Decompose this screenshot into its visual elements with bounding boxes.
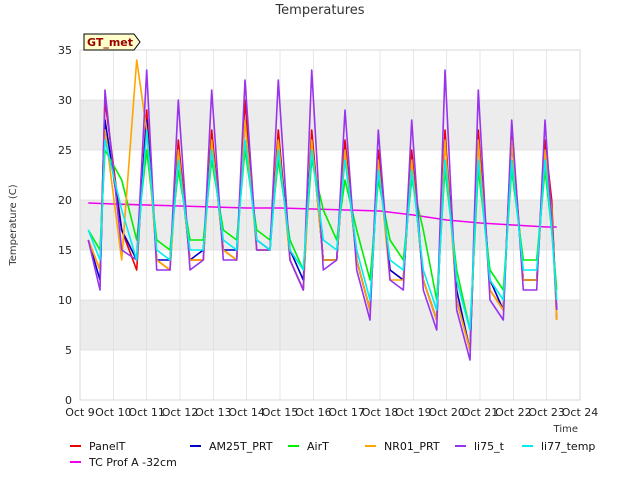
x-tick-label-13: Oct 13 [195,406,232,419]
legend-item-panelt: PanelT [70,440,126,453]
legend-label-li77-temp: li77_temp [541,440,595,453]
y-tick-label-10: 10 [58,294,72,307]
series-line-li77-temp [87,129,558,331]
legend: PanelT AM25T_PRT AirT NR01_PRT li75_t li77_te… [70,440,595,469]
x-tick-label-23: Oct 23 [528,406,565,419]
legend-item-am25t-prt: AM25T_PRT [190,440,273,453]
legend-item-tc-prof-a-32cm: TC Prof A -32cm [70,456,177,469]
x-tick-label-10: Oct 10 [95,406,132,419]
shaded-band-0 [80,300,580,350]
shaded-band-2 [80,100,580,150]
x-tick-label-16: Oct 16 [295,406,332,419]
y-axis-label: Temperature (C) [8,184,19,266]
y-tick-label-5: 5 [65,344,72,357]
x-tick-label-18: Oct 18 [362,406,399,419]
series-lines [87,59,558,361]
gt-met-badge-text: GT_met [87,36,133,49]
x-tick-label-20: Oct 20 [428,406,465,419]
x-tick-label-9: Oct 9 [65,406,95,419]
x-tick-label-17: Oct 17 [328,406,365,419]
legend-item-li77-temp: li77_temp [522,440,595,453]
y-tick-label-0: 0 [65,394,72,407]
y-tick-label-20: 20 [58,194,72,207]
x-tick-label-14: Oct 14 [228,406,265,419]
x-axis-label: Time [553,424,578,435]
gt-met-badge: GT_met [83,33,141,51]
y-tick-label-35: 35 [58,44,72,57]
y-tick-label-25: 25 [58,144,72,157]
legend-label-nr01-prt: NR01_PRT [384,440,440,453]
x-tick-label-22: Oct 22 [495,406,532,419]
y-tick-label-30: 30 [58,94,72,107]
x-tick-label-12: Oct 12 [162,406,199,419]
chart-title: Temperatures [274,3,364,18]
legend-label-airt: AirT [307,440,329,453]
x-tick-label-11: Oct 11 [128,406,165,419]
y-tick-label-15: 15 [58,244,72,257]
legend-label-am25t-prt: AM25T_PRT [209,440,273,453]
legend-item-nr01-prt: NR01_PRT [365,440,440,453]
legend-label-tc-prof-a-32cm: TC Prof A -32cm [88,456,177,469]
x-tick-label-19: Oct 19 [395,406,432,419]
x-tick-label-21: Oct 21 [462,406,499,419]
legend-item-li75-t: li75_t [455,440,505,453]
x-tick-label-24: Oct 24 [562,406,599,419]
x-tick-label-15: Oct 15 [262,406,299,419]
legend-label-li75-t: li75_t [474,440,505,453]
legend-item-airt: AirT [288,440,329,453]
legend-label-panelt: PanelT [89,440,126,453]
series-line-tc-prof-a-32cm [88,202,557,228]
